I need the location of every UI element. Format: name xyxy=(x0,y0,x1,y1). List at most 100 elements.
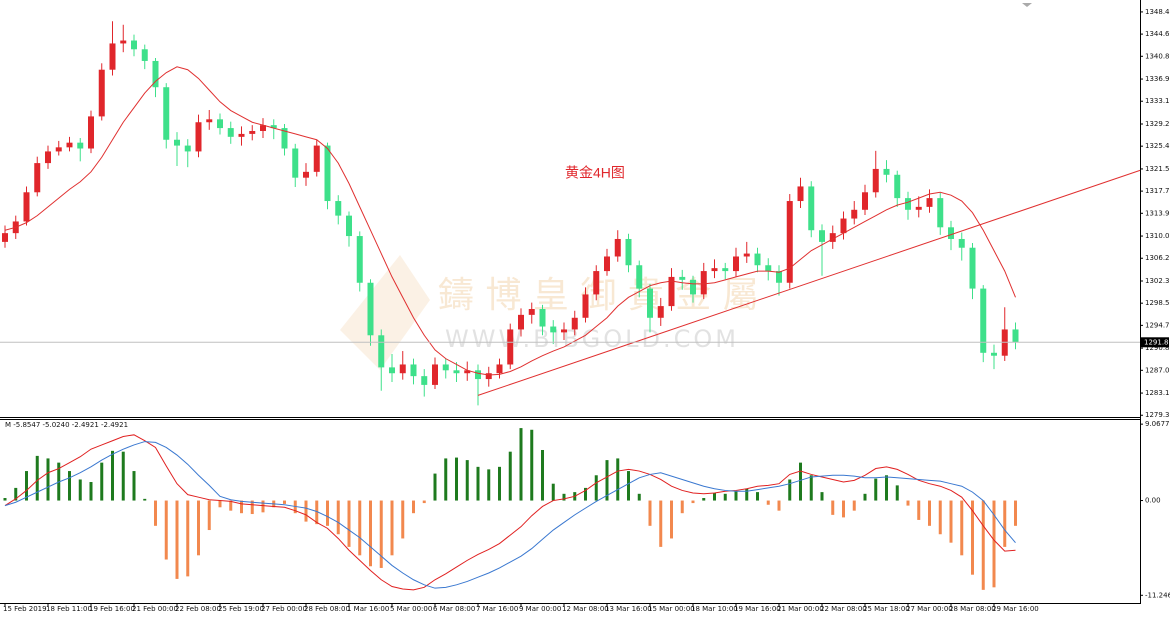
histogram-bar xyxy=(530,429,534,501)
candle-body xyxy=(539,309,546,327)
histogram-bar xyxy=(315,500,319,525)
candle-body xyxy=(217,119,223,129)
candle-body xyxy=(303,171,309,178)
y-tick-label: 1317.70 xyxy=(1145,187,1170,195)
candle-body xyxy=(270,125,277,129)
candle-body xyxy=(453,370,460,374)
candle-body xyxy=(174,139,180,146)
histogram-bar xyxy=(422,500,426,504)
candle-body xyxy=(733,256,739,272)
x-tick-label: 12 Mar 08:00 xyxy=(562,605,609,613)
indicator-label: M -5.8547 -5.0240 -2.4921 -2.4921 xyxy=(5,421,128,429)
candle-body xyxy=(77,142,84,149)
histogram-bar xyxy=(283,500,286,504)
candle-body xyxy=(464,370,471,374)
histogram-bar xyxy=(240,500,243,514)
candle-body xyxy=(485,373,492,380)
candle-body xyxy=(98,69,105,117)
histogram-bar xyxy=(541,449,544,501)
indicator-line xyxy=(4,441,1016,589)
candle-body xyxy=(528,309,535,315)
histogram-bar xyxy=(551,483,555,501)
histogram-bar xyxy=(121,451,125,501)
y-tick-label: 1290.80 xyxy=(1145,344,1170,352)
candle-body xyxy=(356,236,363,283)
candle-body xyxy=(227,128,234,137)
x-tick-label: 21 Mar 00:00 xyxy=(777,605,824,613)
candle-body xyxy=(582,294,589,318)
y-tick-label: 1325.40 xyxy=(1145,142,1170,150)
candle-body xyxy=(507,329,514,365)
histogram-bar xyxy=(14,487,18,501)
y-tick-label: 1306.20 xyxy=(1145,254,1170,262)
y-tick-label: 1279.30 xyxy=(1145,411,1170,419)
candle-body xyxy=(496,364,503,374)
histogram-bar xyxy=(852,500,856,511)
candle-body xyxy=(915,206,922,210)
histogram-bar xyxy=(164,500,168,560)
histogram-bar xyxy=(981,500,985,590)
candle-body xyxy=(851,209,858,219)
annotation: 黄金4H图 xyxy=(565,165,625,181)
y-tick-label: 0.00 xyxy=(1145,497,1161,505)
histogram-bar xyxy=(78,479,82,501)
histogram-bar xyxy=(143,498,147,501)
candle-body xyxy=(926,198,933,207)
y-tick-label: 1321.50 xyxy=(1145,165,1170,173)
candle-body xyxy=(711,268,718,272)
candle-body xyxy=(23,192,30,222)
candle-body xyxy=(260,125,266,131)
x-tick-label: 28 Mar 08:00 xyxy=(949,605,996,613)
candle-body xyxy=(894,174,901,199)
histogram-bar xyxy=(777,500,781,511)
candle-body xyxy=(872,168,879,193)
histogram-bar xyxy=(594,475,598,501)
candle-body xyxy=(743,253,750,257)
histogram-bar xyxy=(895,485,899,501)
histogram-bar xyxy=(713,492,716,501)
histogram-bar xyxy=(154,500,157,526)
histogram-bar xyxy=(788,479,792,501)
candle-body xyxy=(432,364,438,385)
histogram-bar xyxy=(885,475,888,501)
histogram-bar xyxy=(562,493,566,501)
candle-body xyxy=(840,218,847,234)
candle-body xyxy=(647,288,653,318)
histogram-bar xyxy=(616,458,620,501)
y-tick-label: 1336.90 xyxy=(1145,75,1170,83)
candle-body xyxy=(184,145,191,152)
scroll-marker xyxy=(1022,3,1032,7)
x-tick-label: 22 Feb 08:00 xyxy=(175,605,221,613)
histogram-bar xyxy=(111,450,114,501)
x-tick-label: 9 Mar 00:00 xyxy=(519,605,561,613)
histogram-bar xyxy=(766,500,770,505)
histogram-bar xyxy=(455,457,458,501)
histogram-bar xyxy=(35,455,39,501)
histogram-bar xyxy=(734,491,738,501)
histogram-bar xyxy=(304,500,308,522)
histogram-bar xyxy=(938,500,942,535)
histogram-bar xyxy=(207,500,211,531)
y-tick-label: 1333.10 xyxy=(1145,97,1170,105)
x-tick-label: 27 Mar 00:00 xyxy=(906,605,953,613)
candle-body xyxy=(163,87,170,140)
histogram-bar xyxy=(229,500,233,511)
x-tick-label: 7 Mar 16:00 xyxy=(476,605,518,613)
candle-body xyxy=(808,186,815,231)
candle-body xyxy=(604,256,610,272)
candle-body xyxy=(819,230,825,242)
candle-body xyxy=(518,314,524,330)
candle-body xyxy=(765,265,772,272)
candle-body xyxy=(905,198,911,210)
x-tick-label: 6 Mar 08:00 xyxy=(433,605,475,613)
histogram-bar xyxy=(917,500,921,520)
candle-body xyxy=(131,40,137,50)
histogram-bar xyxy=(3,498,7,501)
x-tick-label: 27 Feb 00:00 xyxy=(261,605,307,613)
histogram-bar xyxy=(465,460,469,501)
candle-body xyxy=(657,306,664,318)
histogram-bar xyxy=(584,487,587,501)
candle-body xyxy=(367,282,374,336)
y-tick-label: 9.0677 xyxy=(1145,420,1170,428)
